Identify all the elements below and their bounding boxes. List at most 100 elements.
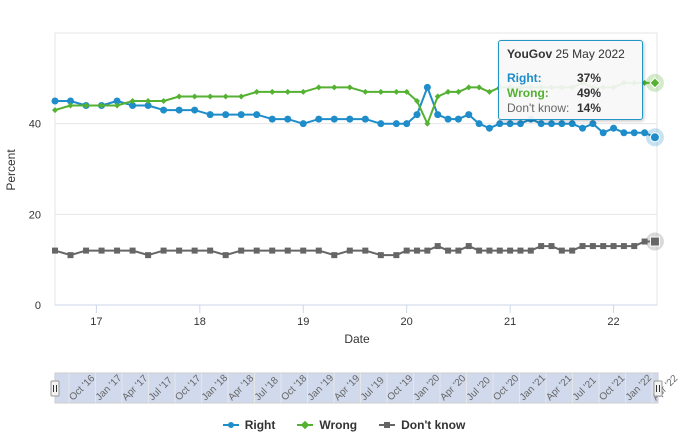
data-point [538, 243, 545, 250]
y-tick-label: 0 [35, 300, 41, 312]
data-point [346, 84, 353, 91]
x-tick-label: 18 [194, 316, 206, 328]
data-point [506, 120, 514, 128]
data-point [414, 98, 421, 104]
tooltip-row-right: Right: 37% [507, 71, 634, 86]
data-point [610, 124, 618, 132]
data-point [129, 102, 137, 110]
x-axis: 17 18 19 20 21 22 [55, 304, 657, 328]
data-point [475, 120, 483, 128]
data-point [548, 243, 555, 250]
data-point [610, 243, 617, 250]
data-point [52, 247, 58, 254]
data-point [191, 247, 198, 254]
data-point [579, 243, 586, 250]
data-point [238, 93, 245, 100]
data-point [569, 247, 576, 254]
data-point [175, 106, 183, 114]
data-point [129, 247, 136, 254]
legend-item-dontknow[interactable]: Don't know [379, 418, 465, 432]
data-point [67, 252, 74, 259]
data-point [445, 88, 452, 95]
data-point [403, 120, 411, 128]
data-point [176, 93, 183, 100]
legend-label-dontknow: Don't know [401, 418, 466, 432]
data-point [98, 102, 105, 109]
data-point [454, 115, 462, 123]
data-point [346, 115, 354, 123]
data-point [631, 243, 638, 250]
navigator-left-handle[interactable] [50, 380, 60, 397]
tooltip-source: YouGov [507, 47, 553, 61]
data-point [392, 120, 400, 128]
data-point [455, 247, 462, 254]
data-point [649, 77, 661, 89]
data-point [222, 93, 229, 100]
legend-right-icon [222, 420, 239, 430]
data-point [393, 88, 400, 95]
data-point [144, 102, 152, 110]
data-point [434, 243, 441, 250]
data-point [83, 247, 90, 254]
legend-wrong-icon [297, 420, 314, 430]
data-point [641, 129, 649, 137]
data-point [160, 247, 167, 254]
data-point [114, 247, 121, 254]
data-point [331, 84, 338, 91]
data-point [434, 93, 441, 100]
handle-grip [50, 380, 60, 397]
data-point [496, 247, 503, 254]
data-point [362, 247, 369, 254]
navigator-right-handle[interactable] [653, 380, 663, 397]
data-point [284, 115, 292, 123]
data-point [403, 247, 410, 254]
data-point [516, 120, 524, 128]
data-point [238, 247, 245, 254]
data-point [486, 247, 493, 254]
data-point [377, 252, 384, 259]
data-point [599, 129, 607, 137]
tooltip: YouGov 25 May 2022 Right: 37% Wrong: 49%… [498, 40, 643, 120]
data-point [393, 252, 400, 259]
data-point [424, 247, 431, 254]
data-point [253, 88, 260, 95]
data-point [444, 115, 452, 123]
data-point [485, 124, 493, 132]
data-point [496, 120, 504, 128]
data-point [145, 252, 152, 259]
data-point [331, 252, 338, 259]
data-point [465, 243, 472, 250]
data-point [465, 111, 473, 119]
data-point [600, 243, 607, 250]
data-point [445, 247, 452, 254]
data-point [160, 98, 167, 104]
data-point [589, 120, 597, 128]
data-point [253, 111, 261, 119]
data-point [414, 247, 421, 254]
legend-item-right[interactable]: Right [222, 418, 275, 432]
data-point [269, 247, 276, 254]
data-point [630, 129, 638, 137]
data-point [620, 129, 628, 137]
data-point [207, 247, 214, 254]
y-tick-label: 40 [29, 119, 41, 131]
data-point [145, 98, 152, 104]
data-point [191, 106, 199, 114]
data-point [129, 98, 136, 104]
data-point [486, 88, 493, 95]
data-point [423, 83, 431, 91]
data-point [191, 93, 198, 100]
gridlines [55, 123, 657, 306]
legend-item-wrong[interactable]: Wrong [297, 418, 357, 432]
x-axis-title: Date [344, 332, 370, 346]
data-point [315, 247, 322, 254]
legend: Right Wrong Don't know [0, 418, 688, 432]
y-axis-title: Percent [4, 149, 18, 191]
y-axis: 0 20 40 [29, 119, 41, 312]
data-point [284, 247, 291, 254]
tooltip-label-right: Right: [507, 71, 542, 85]
tooltip-value-right: 37% [577, 71, 602, 85]
data-point [330, 115, 338, 123]
tooltip-value-wrong: 49% [577, 86, 602, 100]
